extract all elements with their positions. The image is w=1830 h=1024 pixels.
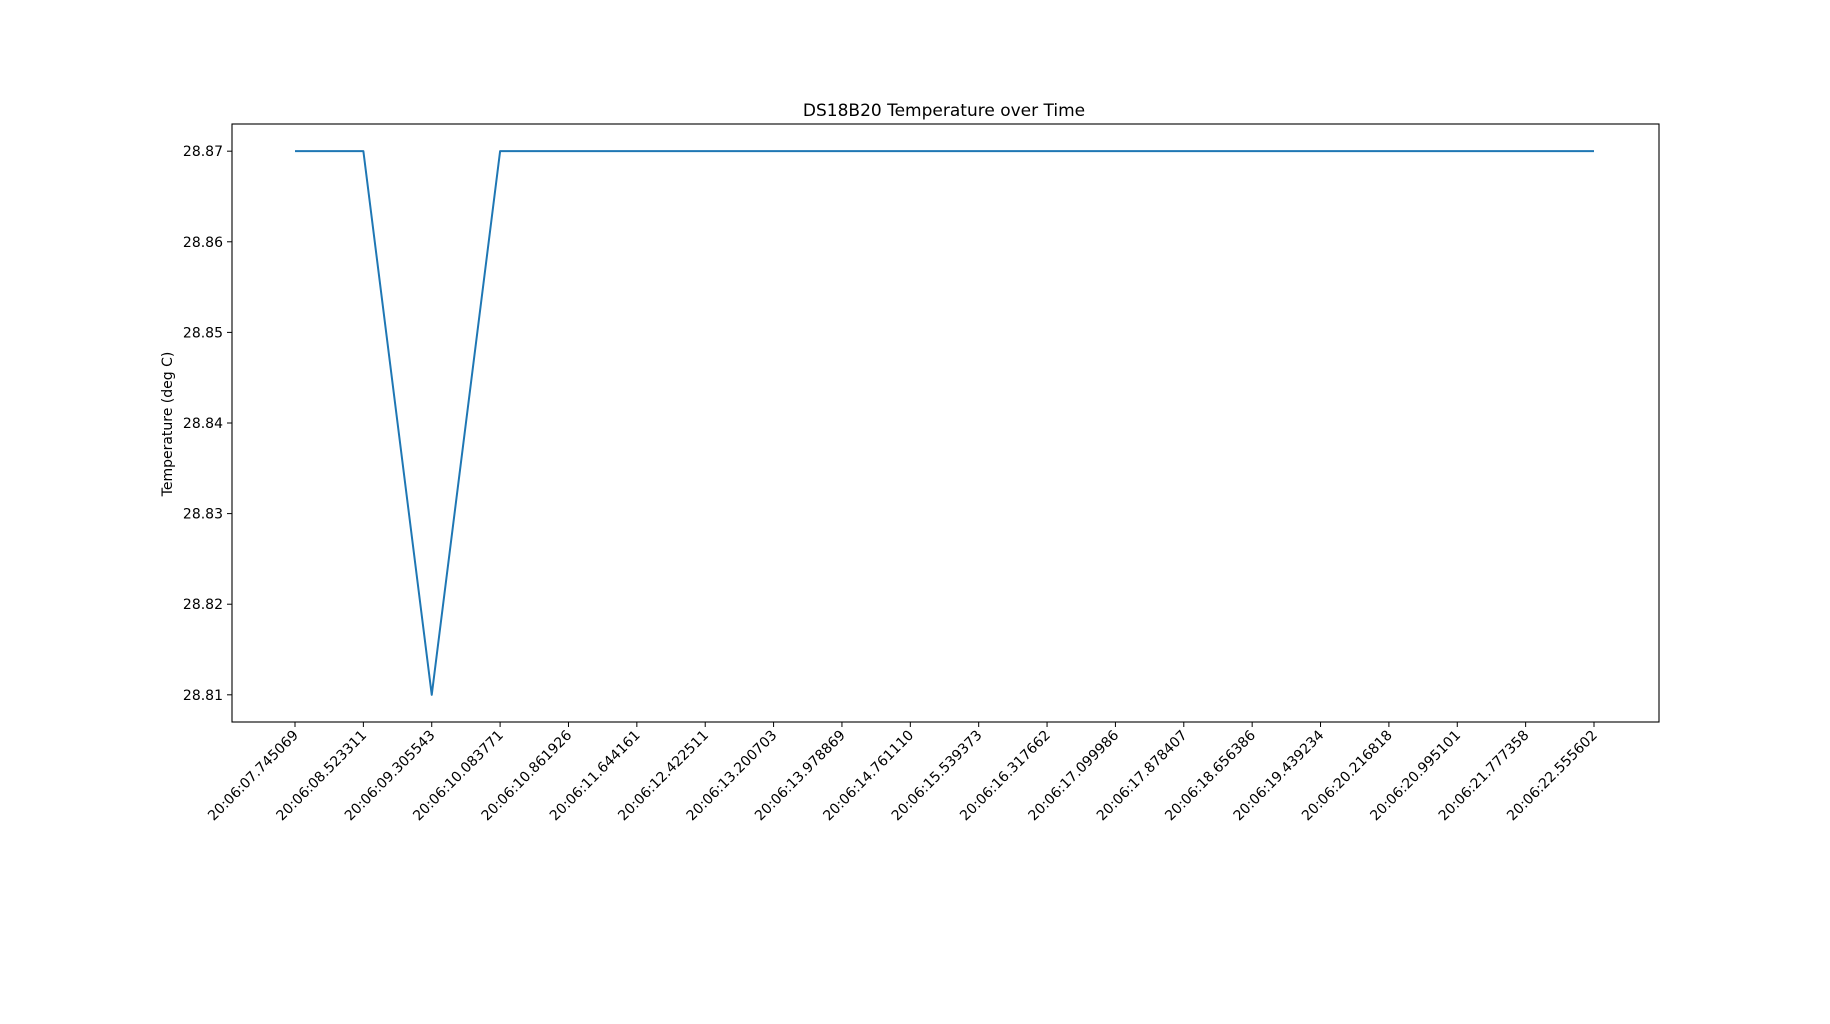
y-tick-label: 28.85 — [183, 325, 223, 341]
y-tick-label: 28.84 — [183, 416, 223, 432]
y-tick-label: 28.81 — [183, 688, 223, 704]
y-tick-label: 28.83 — [183, 507, 223, 523]
y-tick-label: 28.87 — [183, 144, 223, 160]
series-layer — [295, 150, 1594, 696]
series-line — [295, 150, 1594, 696]
chart-title: DS18B20 Temperature over Time — [803, 101, 1085, 121]
y-tick-label: 28.86 — [183, 235, 223, 251]
plot-frame — [231, 123, 1660, 723]
y-axis-label: Temperature (deg C) — [160, 352, 176, 498]
y-tick-label: 28.82 — [183, 597, 223, 613]
